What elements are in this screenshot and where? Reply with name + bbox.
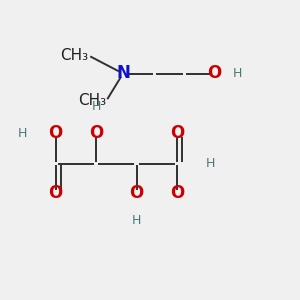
Text: O: O (170, 124, 184, 142)
Text: O: O (89, 124, 103, 142)
Text: O: O (207, 64, 222, 82)
Text: O: O (170, 184, 184, 202)
Text: H: H (206, 157, 215, 170)
Text: O: O (48, 124, 63, 142)
Text: H: H (91, 100, 101, 113)
Text: N: N (116, 64, 130, 82)
Text: O: O (129, 184, 144, 202)
Text: H: H (18, 127, 27, 140)
Text: H: H (132, 214, 141, 227)
Text: O: O (48, 184, 63, 202)
Text: H: H (232, 67, 242, 80)
Text: CH₃: CH₃ (78, 93, 106, 108)
Text: CH₃: CH₃ (60, 48, 88, 63)
